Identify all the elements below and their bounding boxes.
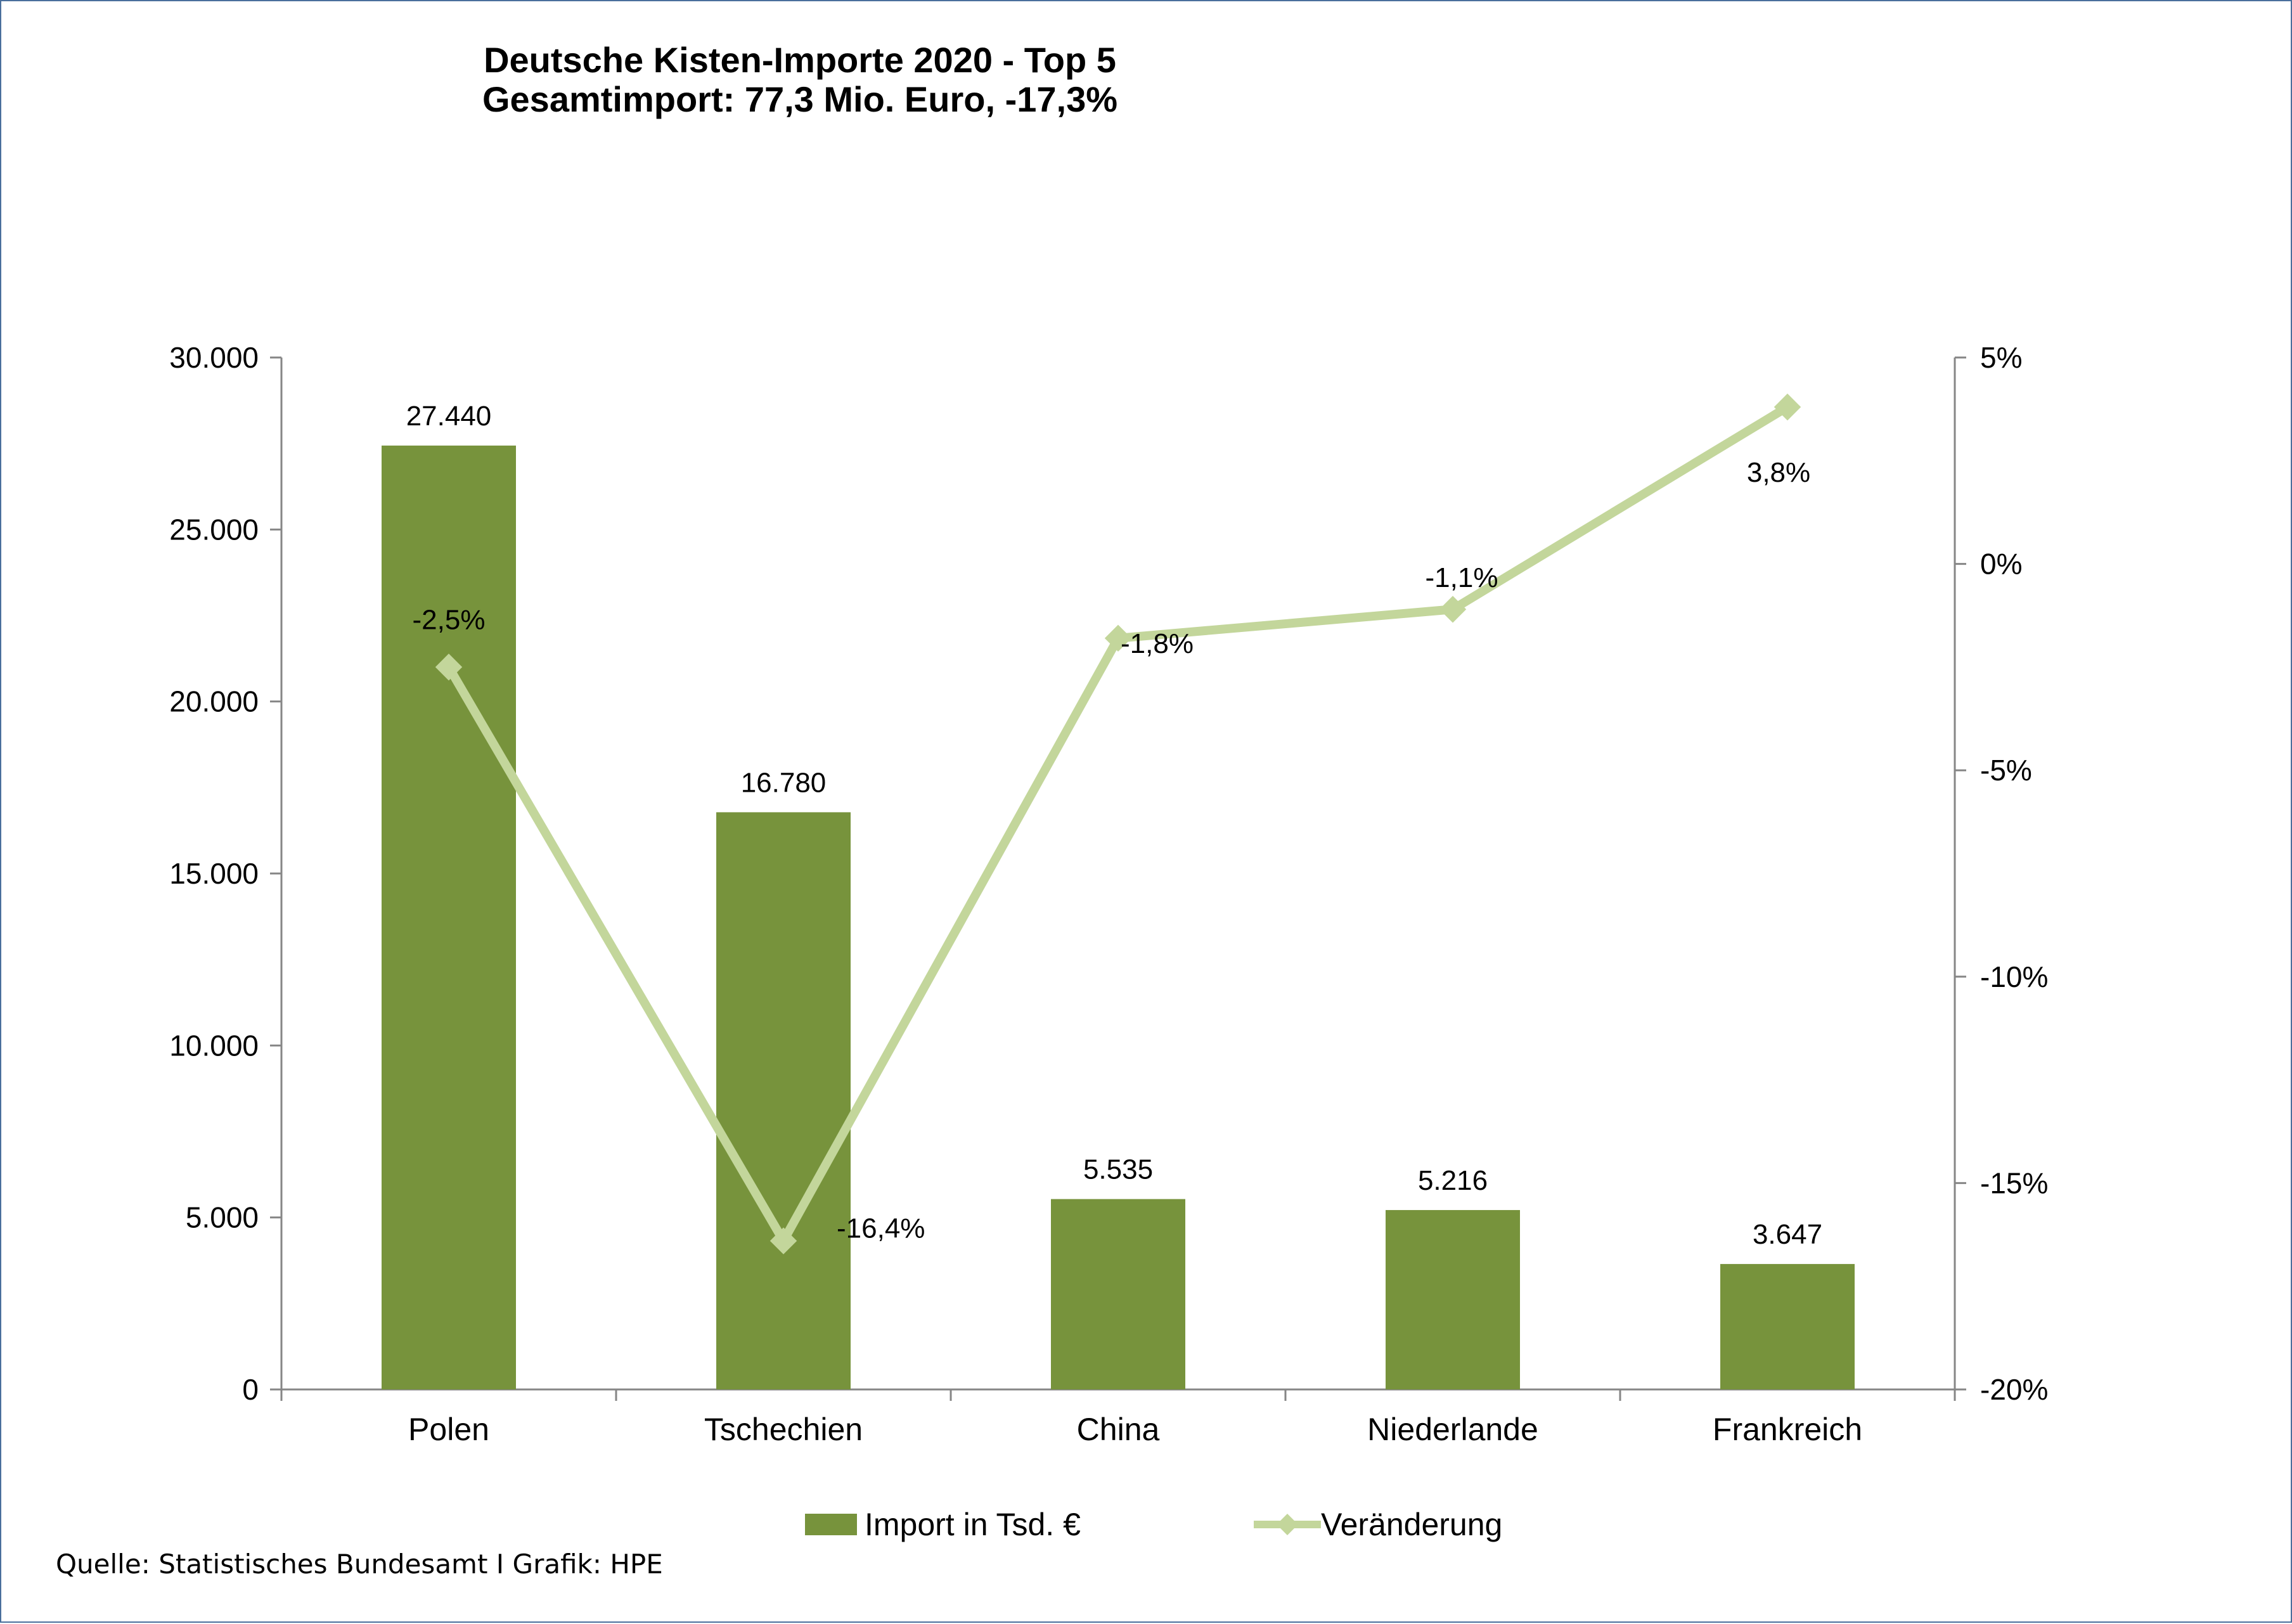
bar-value-label: 27.440 xyxy=(406,401,492,432)
series-line-veraenderung xyxy=(444,403,1792,1246)
line-value-label: -2,5% xyxy=(413,604,486,635)
bar-value-label: 5.535 xyxy=(1083,1154,1153,1185)
y-right-tick-label: -15% xyxy=(1980,1166,2048,1199)
bar-value-label: 3.647 xyxy=(1753,1219,1822,1250)
chart-title: Deutsche Kisten-Importe 2020 - Top 5 xyxy=(484,40,1116,80)
y-right-tick-label: -5% xyxy=(1980,754,2032,787)
y-left-tick-label: 15.000 xyxy=(169,857,259,890)
x-tick-label: Niederlande xyxy=(1367,1412,1538,1447)
x-tick-label: Polen xyxy=(408,1412,489,1447)
line-value-label: -1,8% xyxy=(1121,628,1194,659)
y-left-tick-label: 30.000 xyxy=(169,341,259,374)
y-left-tick-label: 0 xyxy=(242,1373,259,1406)
legend-swatch-import xyxy=(805,1514,857,1535)
y-right-tick-label: 5% xyxy=(1980,341,2022,374)
labels-layer: 27.440 16.780 5.535 5.216 3.647 -2,5% -16,4% -1… xyxy=(406,401,1822,1250)
x-tick-label: China xyxy=(1077,1412,1160,1447)
legend: Import in Tsd. € Veränderung xyxy=(805,1507,1502,1542)
bar xyxy=(716,812,851,1389)
y-right-tick-label: -10% xyxy=(1980,960,2048,993)
x-tick-label: Frankreich xyxy=(1713,1412,1862,1447)
source-note: Quelle: Statistisches Bundesamt I Grafik… xyxy=(56,1549,663,1580)
line-value-label: -16,4% xyxy=(837,1213,925,1244)
legend-label-change: Veränderung xyxy=(1321,1507,1502,1542)
bar xyxy=(1720,1264,1855,1389)
bar-value-label: 16.780 xyxy=(741,767,827,798)
chart-subtitle: Gesamtimport: 77,3 Mio. Euro, -17,3% xyxy=(482,79,1117,119)
y-left-tick-label: 25.000 xyxy=(169,513,259,546)
line-point-marker xyxy=(435,654,463,681)
line-layer xyxy=(435,393,1801,1254)
line-point-marker xyxy=(1104,624,1132,652)
y-left-tick-label: 10.000 xyxy=(169,1029,259,1062)
x-tick-label: Tschechien xyxy=(704,1412,863,1447)
axes-layer: 0 5.000 10.000 15.000 20.000 25.000 30.000 -20%… xyxy=(169,341,2048,1447)
y-left-tick-label: 20.000 xyxy=(169,685,259,718)
bar xyxy=(1051,1199,1185,1389)
bar xyxy=(382,445,516,1390)
line-point-marker xyxy=(769,1227,797,1254)
legend-label-import: Import in Tsd. € xyxy=(865,1507,1081,1542)
legend-swatch-change-marker xyxy=(1277,1514,1298,1535)
line-value-label: -1,1% xyxy=(1426,562,1498,593)
y-right-tick-label: 0% xyxy=(1980,548,2022,581)
bars-layer xyxy=(382,445,1855,1390)
bar-value-label: 5.216 xyxy=(1418,1165,1488,1196)
bar xyxy=(1386,1209,1520,1389)
y-left-tick-label: 5.000 xyxy=(186,1201,259,1234)
line-value-label: 3,8% xyxy=(1747,457,1810,488)
y-right-tick-label: -20% xyxy=(1980,1373,2048,1406)
